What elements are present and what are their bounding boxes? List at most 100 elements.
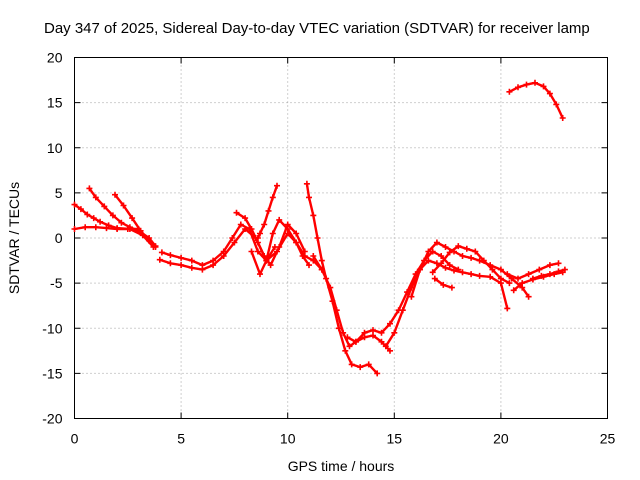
data-point bbox=[265, 207, 272, 214]
data-point bbox=[77, 206, 84, 213]
chart-title: Day 347 of 2025, Sidereal Day-to-day VTE… bbox=[44, 20, 590, 37]
data-point bbox=[378, 329, 385, 336]
data-point bbox=[510, 287, 517, 294]
data-point bbox=[152, 244, 159, 250]
data-point bbox=[158, 249, 165, 256]
data-point bbox=[352, 338, 359, 345]
data-point bbox=[303, 180, 310, 187]
x-tick-label: 0 bbox=[71, 431, 79, 447]
data-point bbox=[446, 249, 453, 256]
series-line bbox=[73, 203, 155, 249]
data-point bbox=[178, 254, 185, 261]
data-point bbox=[318, 266, 325, 273]
data-point bbox=[257, 271, 263, 278]
x-tick-label: 10 bbox=[280, 431, 296, 447]
data-point bbox=[480, 257, 487, 264]
series-track-q bbox=[504, 260, 562, 282]
series-track-d bbox=[112, 191, 159, 250]
y-tick-labels: 20 15 10 5 0 -5 -10 -15 -20 bbox=[42, 50, 62, 427]
data-point bbox=[387, 347, 393, 354]
series-line bbox=[431, 244, 511, 285]
data-point bbox=[229, 235, 236, 241]
data-point bbox=[489, 266, 496, 273]
data-point bbox=[276, 216, 283, 223]
y-tick-label: -10 bbox=[42, 320, 62, 336]
series-track-p bbox=[431, 275, 455, 291]
data-point bbox=[293, 239, 300, 246]
data-point bbox=[105, 222, 112, 229]
series-track-i bbox=[254, 182, 280, 241]
y-tick-label: 15 bbox=[47, 95, 63, 111]
data-point bbox=[497, 275, 504, 282]
data-point bbox=[112, 191, 118, 198]
data-point bbox=[178, 262, 185, 269]
data-point bbox=[399, 307, 406, 314]
data-point bbox=[129, 215, 136, 222]
data-point bbox=[382, 343, 389, 350]
data-point bbox=[318, 257, 325, 264]
data-point bbox=[525, 271, 532, 278]
series-line bbox=[410, 241, 530, 298]
series-line bbox=[250, 218, 323, 276]
x-tick-label: 5 bbox=[177, 431, 185, 447]
data-point bbox=[188, 257, 195, 264]
data-point bbox=[416, 266, 423, 273]
data-point bbox=[118, 219, 125, 226]
data-point bbox=[440, 281, 447, 288]
data-point bbox=[84, 211, 91, 218]
data-point bbox=[101, 203, 108, 210]
data-point bbox=[231, 239, 238, 246]
data-point bbox=[310, 212, 317, 219]
data-point bbox=[442, 244, 449, 250]
data-point bbox=[387, 320, 393, 327]
data-point bbox=[120, 202, 127, 209]
data-point bbox=[267, 262, 274, 269]
data-point bbox=[438, 253, 445, 259]
data-point bbox=[276, 244, 283, 250]
data-point bbox=[137, 227, 144, 234]
data-point bbox=[284, 226, 291, 232]
data-point bbox=[525, 293, 532, 300]
data-point bbox=[167, 260, 174, 267]
data-point bbox=[314, 235, 321, 241]
data-point bbox=[71, 201, 78, 208]
data-point bbox=[333, 307, 340, 314]
series-track-s bbox=[529, 266, 568, 282]
series-line bbox=[113, 193, 157, 249]
x-tick-label: 20 bbox=[493, 431, 509, 447]
y-tick-label: 0 bbox=[55, 230, 63, 246]
series-track-k bbox=[310, 253, 393, 354]
data-point bbox=[455, 243, 462, 250]
data-point bbox=[348, 361, 355, 368]
data-point bbox=[92, 194, 99, 201]
data-point bbox=[370, 332, 376, 339]
series-track-o bbox=[429, 243, 513, 287]
data-point bbox=[429, 269, 436, 276]
data-series bbox=[71, 79, 568, 377]
y-tick-label: 5 bbox=[55, 185, 63, 201]
data-point bbox=[82, 224, 89, 231]
data-point bbox=[506, 88, 513, 95]
data-point bbox=[515, 275, 521, 282]
data-point bbox=[519, 280, 526, 287]
y-tick-label: 20 bbox=[47, 50, 63, 66]
data-point bbox=[293, 230, 300, 237]
data-point bbox=[378, 338, 385, 345]
data-point bbox=[261, 221, 268, 228]
data-point bbox=[71, 226, 78, 232]
data-point bbox=[468, 271, 475, 278]
data-point bbox=[310, 253, 317, 259]
data-point bbox=[248, 226, 255, 232]
data-point bbox=[361, 329, 368, 336]
data-point bbox=[523, 81, 530, 88]
data-point bbox=[459, 253, 466, 259]
data-point bbox=[446, 262, 453, 269]
data-point bbox=[472, 248, 479, 255]
data-point bbox=[504, 305, 511, 312]
data-point bbox=[306, 262, 312, 269]
y-tick-label: -20 bbox=[42, 411, 62, 427]
data-point bbox=[451, 267, 457, 274]
data-point bbox=[559, 115, 566, 121]
data-point bbox=[431, 275, 438, 282]
